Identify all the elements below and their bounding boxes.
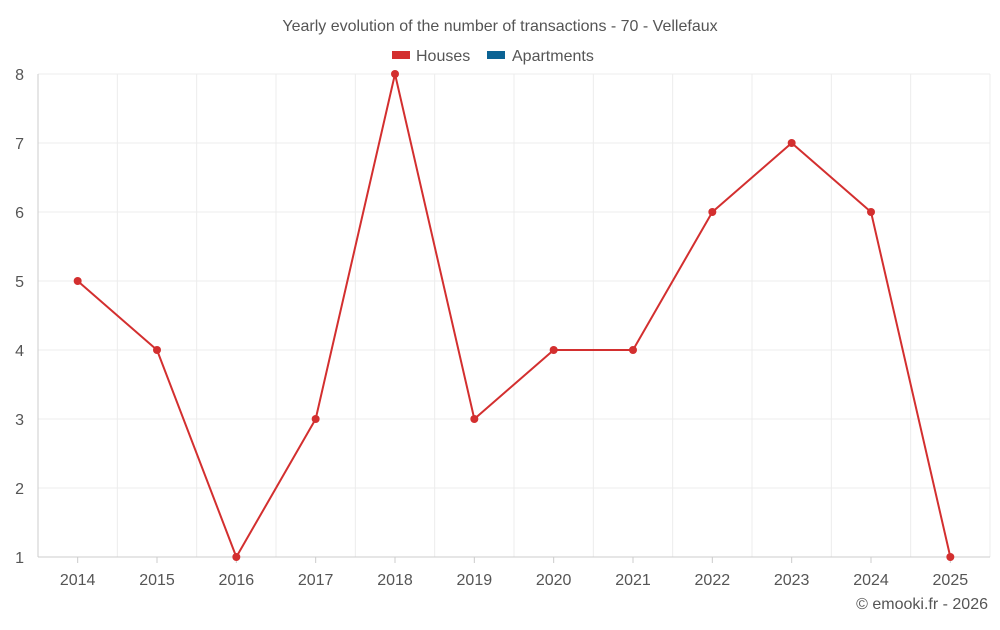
data-point-houses-2022[interactable] (708, 208, 717, 216)
legend-item-houses[interactable]: Houses (392, 48, 470, 65)
data-point-houses-2014[interactable] (73, 277, 82, 285)
data-point-houses-2017[interactable] (311, 415, 320, 423)
x-tick-label: 2014 (60, 572, 96, 589)
data-point-houses-2023[interactable] (787, 139, 796, 147)
data-point-houses-2015[interactable] (153, 346, 161, 354)
y-tick-label: 4 (15, 343, 24, 360)
y-tick-label: 2 (15, 481, 24, 498)
data-point-houses-2016[interactable] (232, 553, 241, 561)
data-point-houses-2021[interactable] (629, 346, 637, 354)
x-tick-label: 2017 (298, 572, 334, 589)
x-tick-label: 2021 (615, 572, 651, 589)
legend-item-apartments[interactable]: Apartments (487, 48, 594, 65)
y-tick-label: 3 (15, 412, 24, 429)
grid (37, 73, 991, 558)
series-line-houses (77, 73, 952, 558)
data-point-houses-2025[interactable] (946, 553, 955, 561)
y-tick-label: 6 (15, 205, 24, 222)
legend-label-houses: Houses (416, 48, 470, 65)
x-tick-label: 2024 (853, 572, 889, 589)
data-point-houses-2018[interactable] (391, 70, 399, 78)
x-tick-label: 2020 (536, 572, 572, 589)
y-axis-ticks: 1 2 3 4 5 6 7 8 (15, 67, 24, 567)
legend-label-apartments: Apartments (512, 48, 594, 65)
x-tick-label: 2025 (933, 572, 969, 589)
x-tick-label: 2016 (219, 572, 255, 589)
chart-title: Yearly evolution of the number of transa… (282, 18, 717, 35)
legend-swatch-houses (392, 51, 410, 59)
y-tick-label: 7 (15, 136, 24, 153)
x-tick-label: 2019 (457, 572, 493, 589)
x-axis-ticks: 2014 2015 2016 2017 2018 2019 2020 2021 2022 2023… (60, 557, 968, 589)
x-tick-label: 2015 (139, 572, 175, 589)
x-tick-label: 2022 (695, 572, 731, 589)
legend-swatch-apartments (487, 51, 505, 59)
legend: Houses Apartments (392, 48, 594, 65)
data-point-houses-2020[interactable] (549, 346, 558, 354)
y-tick-label: 8 (15, 67, 24, 84)
x-tick-label: 2018 (377, 572, 413, 589)
series-layer (73, 70, 955, 561)
y-tick-label: 1 (15, 550, 24, 567)
data-point-houses-2019[interactable] (470, 415, 479, 423)
x-tick-label: 2023 (774, 572, 810, 589)
credit-text: © emooki.fr - 2026 (856, 596, 988, 613)
y-tick-label: 5 (15, 274, 24, 291)
data-point-houses-2024[interactable] (867, 208, 875, 216)
